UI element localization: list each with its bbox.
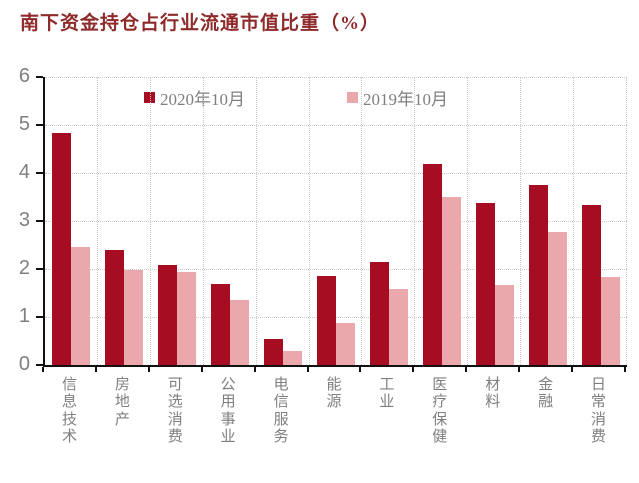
- bar: [494, 284, 514, 365]
- x-tick-mark: [42, 367, 44, 372]
- x-tick-mark: [200, 367, 203, 372]
- bar-group: [151, 77, 204, 365]
- bar: [71, 247, 91, 365]
- category-label: 电信服务: [273, 377, 289, 445]
- category-label: 可选消费: [167, 377, 183, 445]
- x-tick-mark: [359, 367, 362, 372]
- y-tick-label: 6: [18, 65, 30, 87]
- legend-label-2020: 2020年10月: [160, 90, 245, 109]
- x-tick-mark: [147, 367, 150, 372]
- h-gridline: [45, 269, 627, 270]
- bar: [316, 275, 336, 365]
- y-tick-label: 3: [18, 209, 30, 231]
- y-tick-mark: [36, 172, 43, 174]
- legend-item-2020: 2020年10月: [144, 85, 245, 110]
- y-tick-mark: [36, 316, 43, 318]
- chart-title: 南下资金持仓占行业流通市值比重（%）: [20, 13, 381, 34]
- bar: [105, 249, 125, 365]
- legend: 2020年10月 2019年10月: [144, 85, 448, 110]
- y-tick-mark: [36, 364, 43, 366]
- bar-group: [257, 77, 310, 365]
- y-tick-mark: [36, 268, 43, 270]
- v-gridline: [626, 77, 627, 365]
- bar: [441, 197, 461, 365]
- y-tick-mark: [36, 124, 43, 126]
- bar: [230, 300, 250, 365]
- bar-group: [574, 77, 627, 365]
- bar: [475, 202, 495, 365]
- bar: [264, 338, 284, 365]
- plot-area: [43, 77, 627, 367]
- category-label: 金融: [538, 377, 554, 411]
- x-tick-mark: [412, 367, 415, 372]
- v-gridline: [308, 77, 310, 365]
- v-gridline: [467, 77, 469, 365]
- bar-group: [310, 77, 363, 365]
- bar-group: [98, 77, 151, 365]
- x-tick-mark: [94, 367, 97, 372]
- v-gridline: [414, 77, 416, 365]
- v-gridline: [573, 77, 575, 365]
- bar: [124, 270, 144, 365]
- bar: [283, 351, 303, 365]
- category-label: 信息技术: [61, 377, 77, 445]
- bar: [422, 164, 442, 365]
- h-gridline: [45, 173, 627, 174]
- bar: [388, 289, 408, 365]
- h-gridline: [45, 221, 627, 222]
- bar: [177, 271, 197, 365]
- category-label: 能源: [326, 377, 342, 411]
- y-tick-label: 1: [18, 305, 30, 327]
- bar: [211, 284, 231, 365]
- y-tick-mark: [36, 220, 43, 222]
- bar: [369, 261, 389, 365]
- bar-group: [362, 77, 415, 365]
- legend-swatch-2020-icon: [144, 92, 155, 103]
- x-tick-mark: [465, 367, 468, 372]
- y-tick-label: 5: [18, 113, 30, 135]
- legend-label-2019: 2019年10月: [363, 90, 448, 109]
- bar: [52, 133, 72, 365]
- category-label: 材料: [485, 377, 501, 411]
- h-gridline: [45, 125, 627, 126]
- bar-group: [204, 77, 257, 365]
- category-label: 日常消费: [591, 377, 607, 445]
- v-gridline: [361, 77, 363, 365]
- category-label: 公用事业: [220, 377, 236, 445]
- x-tick-mark: [518, 367, 521, 372]
- y-tick-label: 0: [18, 353, 30, 375]
- x-tick-mark: [306, 367, 309, 372]
- category-label: 房地产: [114, 377, 130, 428]
- x-tick-mark: [624, 367, 626, 372]
- bar-group: [468, 77, 521, 365]
- h-gridline: [45, 77, 627, 78]
- bar: [581, 205, 601, 365]
- h-gridline: [45, 317, 627, 318]
- y-tick-label: 2: [18, 257, 30, 279]
- bar: [528, 184, 548, 365]
- legend-swatch-2019-icon: [347, 92, 358, 103]
- bar: [547, 232, 567, 365]
- bar-group: [521, 77, 574, 365]
- v-gridline: [149, 77, 151, 365]
- bar: [600, 277, 620, 365]
- y-tick-mark: [36, 76, 43, 78]
- v-gridline: [202, 77, 204, 365]
- x-tick-mark: [253, 367, 256, 372]
- legend-item-2019: 2019年10月: [347, 85, 448, 110]
- category-label: 工业: [379, 377, 395, 411]
- bar-group: [45, 77, 98, 365]
- x-tick-mark: [571, 367, 574, 372]
- v-gridline: [96, 77, 98, 365]
- bar: [335, 322, 355, 365]
- category-label: 医疗保健: [432, 377, 448, 445]
- v-gridline: [255, 77, 257, 365]
- y-tick-label: 4: [18, 161, 30, 183]
- bar: [158, 265, 178, 365]
- bar-group: [415, 77, 468, 365]
- v-gridline: [520, 77, 522, 365]
